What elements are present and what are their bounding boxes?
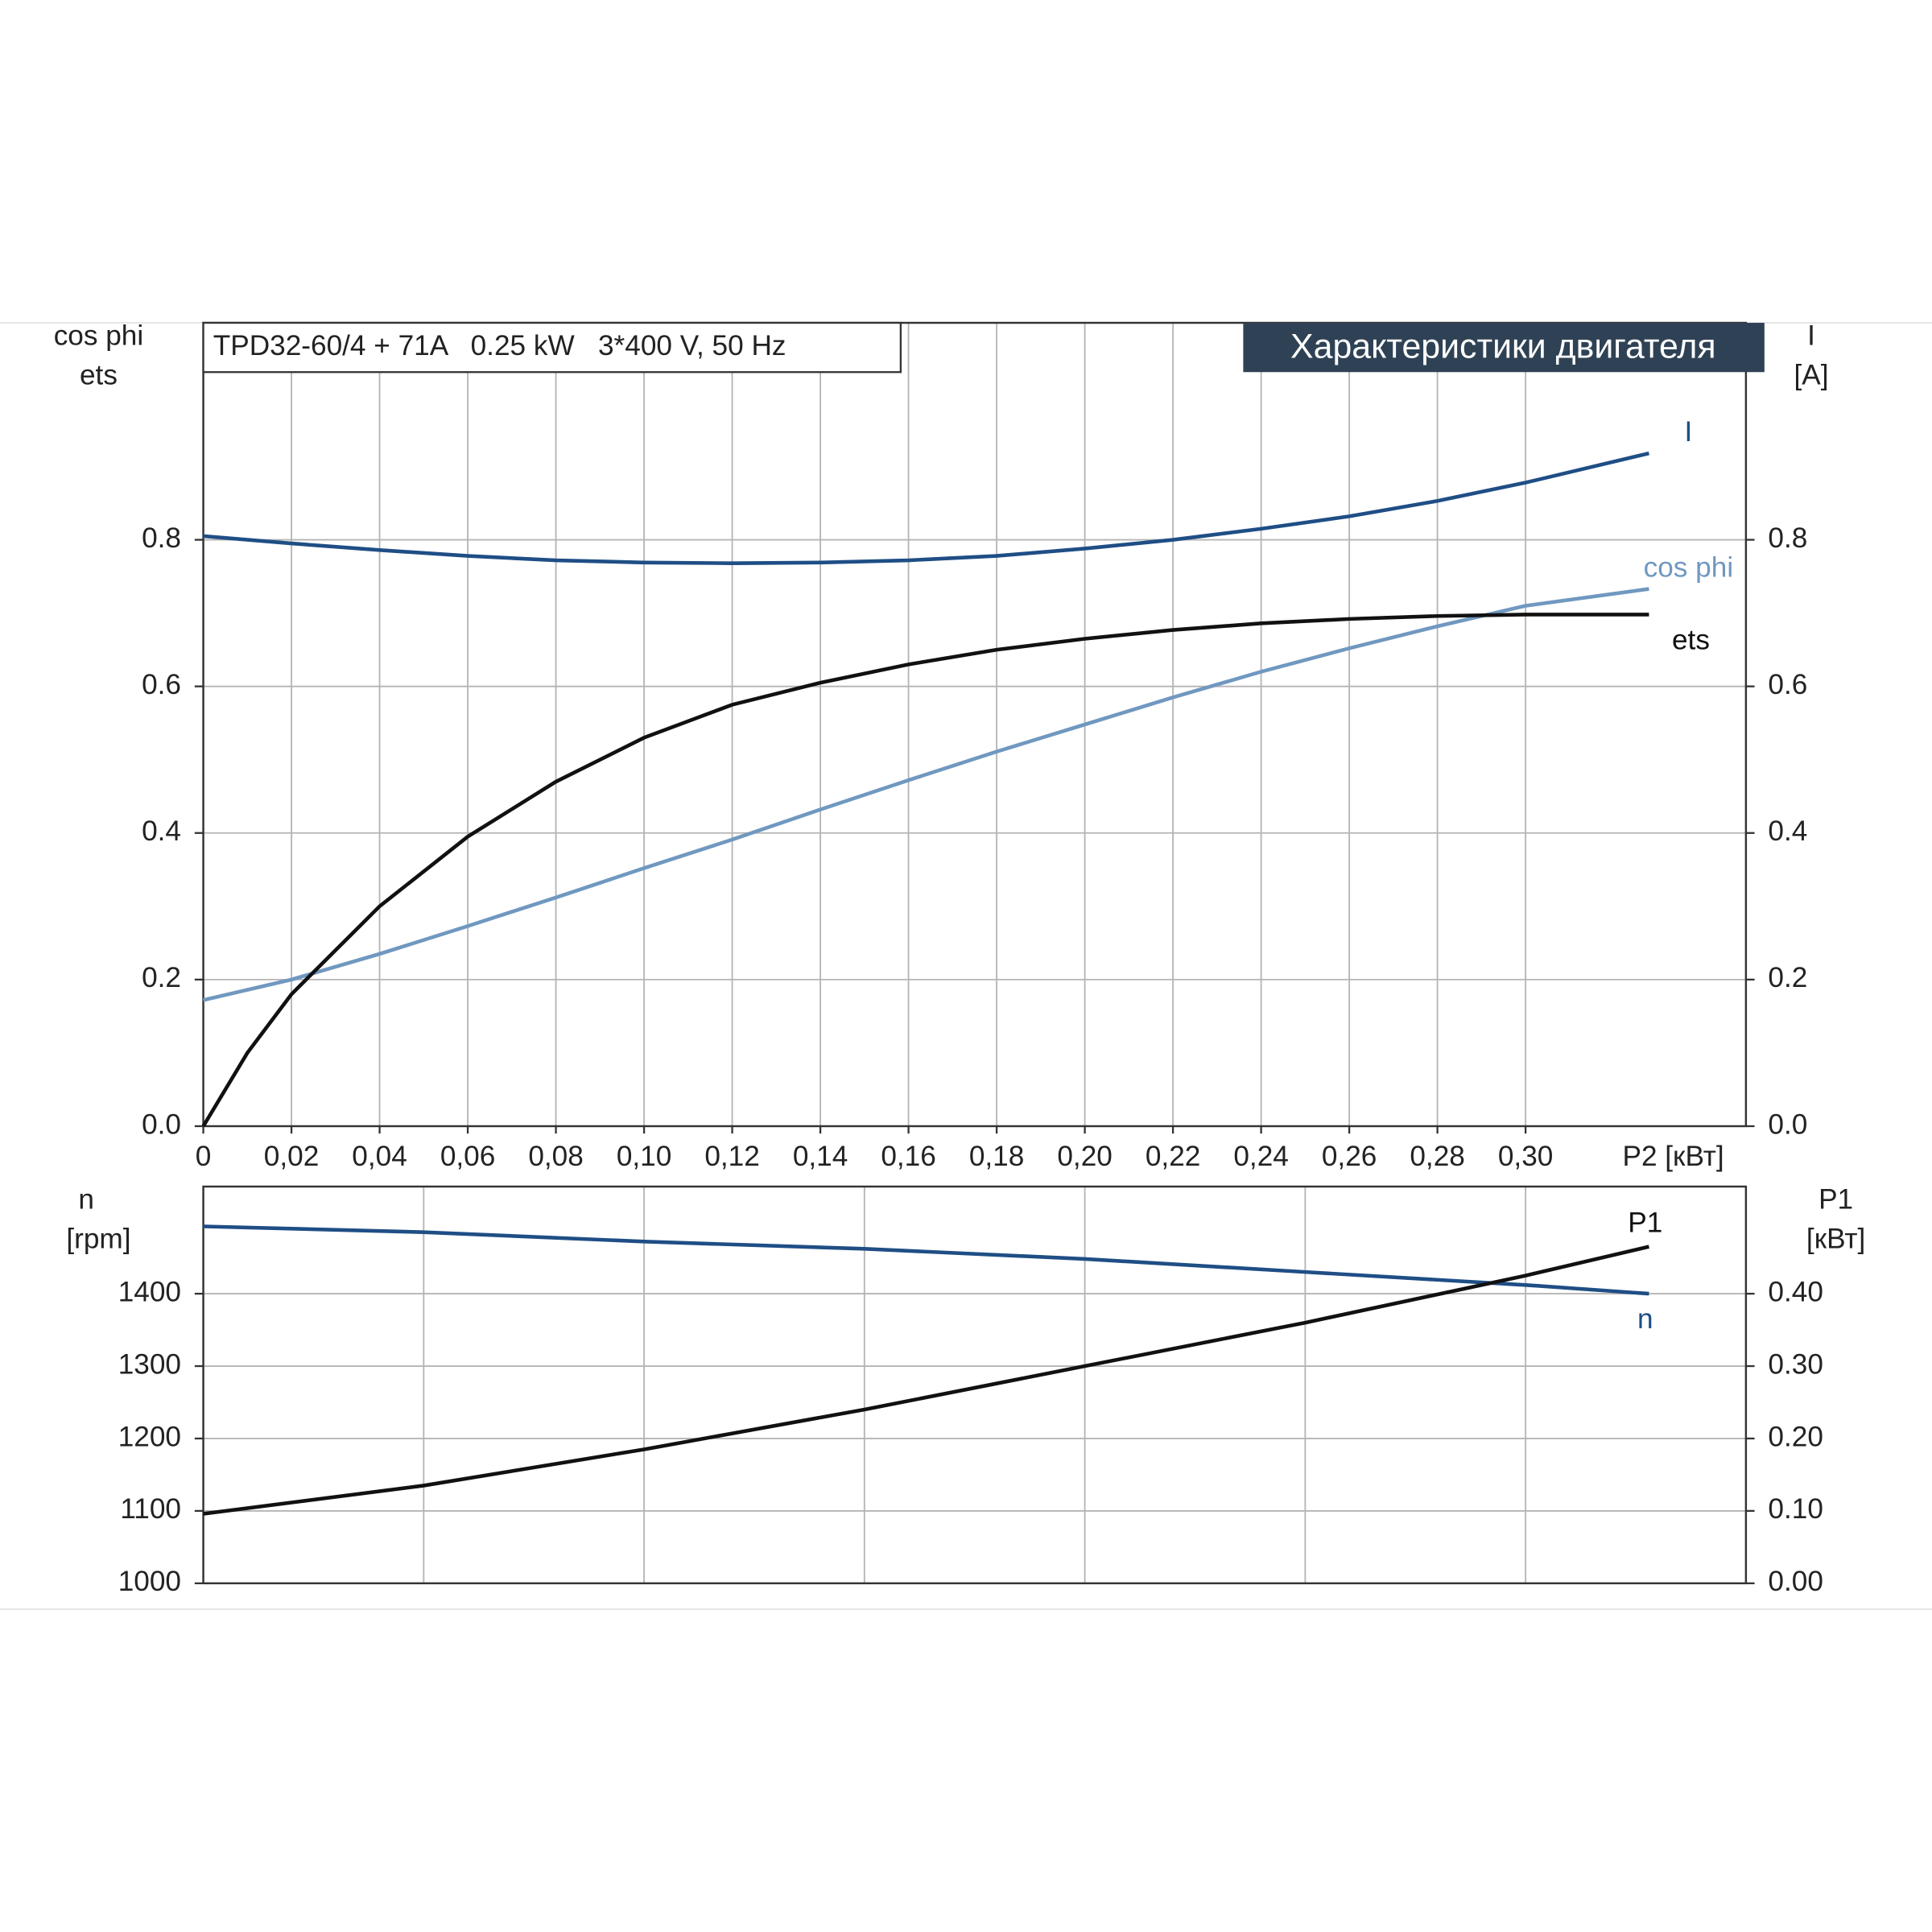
series-label: I — [1685, 416, 1693, 448]
x-tick-label: 0,08 — [528, 1141, 584, 1172]
y-tick-label: 0.2 — [142, 962, 181, 993]
series-line — [201, 613, 1649, 1128]
plots: 0 0,02 0,04 0,06 0,08 0,10 0,12 0,14 0,16 0,18 0,2… — [118, 321, 1823, 1597]
x-label: P2 [кВт] — [1622, 1141, 1724, 1172]
y-tick-label: 1200 — [118, 1421, 181, 1452]
x-tick-label: 0,18 — [969, 1141, 1025, 1172]
y2-tick-label: 0.6 — [1768, 669, 1807, 700]
x-tick-label: 0,14 — [793, 1141, 848, 1172]
x-tick-label: 0,24 — [1233, 1141, 1288, 1172]
y-tick-label: 1100 — [120, 1493, 181, 1525]
x-tick-label: 0,04 — [352, 1141, 407, 1172]
plot-frame — [202, 321, 1748, 1128]
x-tick-label: 0,02 — [264, 1141, 319, 1172]
y2-tick-label: 0.2 — [1768, 962, 1807, 993]
y2-tick-label: 0.0 — [1768, 1108, 1807, 1140]
x-tick-label: 0,12 — [704, 1141, 760, 1172]
x-tick-label: 0,20 — [1057, 1141, 1113, 1172]
y-label: [rpm] — [66, 1224, 130, 1255]
x-tick-label: 0,28 — [1410, 1141, 1465, 1172]
x-tick-label: 0,26 — [1322, 1141, 1377, 1172]
subtitle-box — [202, 321, 902, 374]
series-label: n — [1637, 1303, 1653, 1335]
plot-frame — [202, 1185, 1748, 1585]
y2-tick-label: 0.8 — [1768, 522, 1807, 554]
y2-tick-label: 0.40 — [1768, 1276, 1823, 1307]
y2-label: [A] — [1794, 360, 1828, 391]
y-label: cos phi — [54, 320, 144, 352]
y-tick-label: 0.8 — [142, 522, 181, 554]
y2-tick-label: 0.20 — [1768, 1421, 1823, 1452]
x-tick-label: 0 — [196, 1141, 212, 1172]
x-tick-label: 0,06 — [440, 1141, 496, 1172]
series-line — [203, 587, 1649, 1002]
y2-label: P1 — [1818, 1184, 1853, 1216]
y2-tick-label: 0.00 — [1768, 1566, 1823, 1597]
x-tick-label: 0,16 — [881, 1141, 936, 1172]
y-tick-label: 1400 — [118, 1276, 181, 1307]
y2-tick-label: 0.10 — [1768, 1493, 1823, 1525]
chart-subtitle: TPD32-60/4 + 71A 0.25 kW 3*400 V, 50 Hz — [213, 330, 786, 361]
x-tick-label: 0,22 — [1146, 1141, 1201, 1172]
y2-label: [кВт] — [1806, 1224, 1865, 1255]
y-tick-label: 0.6 — [142, 669, 181, 700]
series-label: cos phi — [1644, 551, 1734, 583]
series-label: P1 — [1628, 1207, 1662, 1238]
y-tick-label: 1000 — [118, 1566, 181, 1597]
y2-tick-label: 0.4 — [1768, 815, 1807, 847]
y2-label: I — [1807, 320, 1815, 352]
series-line — [203, 1224, 1649, 1296]
series-label: ets — [1672, 624, 1710, 655]
x-tick-label: 0,10 — [617, 1141, 672, 1172]
y-tick-label: 0.4 — [142, 815, 181, 847]
series-line — [203, 451, 1649, 565]
y-tick-label: 0.0 — [142, 1108, 181, 1140]
y-label: ets — [80, 360, 118, 391]
y2-tick-label: 0.30 — [1768, 1348, 1823, 1380]
title-badge — [1243, 323, 1765, 373]
y-tick-label: 1300 — [118, 1348, 181, 1380]
series-line — [203, 1245, 1649, 1516]
chart-title: Характеристики двигателя — [1290, 327, 1716, 365]
y-label: n — [78, 1184, 94, 1216]
x-tick-label: 0,30 — [1498, 1141, 1553, 1172]
